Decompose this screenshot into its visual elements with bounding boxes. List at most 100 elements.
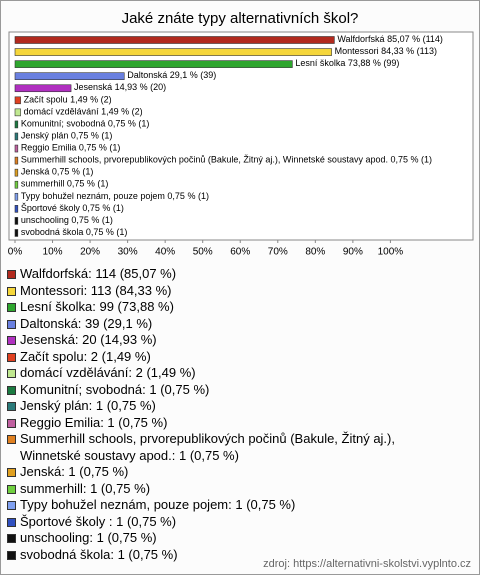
legend-item: Jenský plán: 1 (0,75 %) xyxy=(7,398,427,415)
category-label: svobodná škola xyxy=(21,227,84,237)
legend-label: Summerhill schools, prvorepublikových po… xyxy=(20,431,395,463)
category-label: Montessori xyxy=(335,46,379,56)
bar xyxy=(14,72,125,80)
x-tick-label: 80% xyxy=(305,247,325,258)
legend-item: Jenská: 1 (0,75 %) xyxy=(7,464,427,481)
legend-swatch xyxy=(7,319,16,329)
legend: Walfdorfská: 114 (85,07 %) Montessori: 11… xyxy=(7,266,427,563)
bar-label: Komunitní; svobodná 0,75 % (1) xyxy=(21,119,150,129)
legend-label: Jenská: 1 (0,75 %) xyxy=(20,464,129,479)
legend-swatch xyxy=(7,402,16,411)
legend-swatch xyxy=(7,468,16,477)
bar-label: Montessori 84,33 % (113) xyxy=(335,46,437,56)
legend-label: Walfdorfská: 114 (85,07 %) xyxy=(20,266,177,281)
category-label: Walfdorfská xyxy=(337,34,384,44)
legend-label: Jenský plán: 1 (0,75 %) xyxy=(20,398,156,413)
source: zdroj: https://alternativni-skolstvi.vyp… xyxy=(263,558,471,570)
value-label: 0,75 % (1) xyxy=(391,155,433,165)
legend-label: svobodná škola: 1 (0,75 %) xyxy=(20,546,178,562)
bar-label: domácí vzdělávání 1,49 % (2) xyxy=(24,107,143,117)
x-tick-label: 30% xyxy=(118,247,138,258)
legend-swatch xyxy=(7,270,16,279)
legend-item: Daltonská: 39 (29,1 %) xyxy=(7,316,427,333)
legend-item: svobodná škola: 1 (0,75 %) xyxy=(7,547,427,564)
bar-label: Jenský plán 0,75 % (1) xyxy=(21,131,113,141)
category-label: domácí vzdělávání xyxy=(24,107,100,117)
category-label: Jenský plán xyxy=(21,131,69,141)
legend-swatch xyxy=(7,369,16,378)
bar-label: unschooling 0,75 % (1) xyxy=(21,215,113,225)
category-label: Summerhill schools, prvorepublikových po… xyxy=(21,155,388,165)
legend-swatch xyxy=(7,303,16,312)
legend-item: Walfdorfská: 114 (85,07 %) xyxy=(7,266,427,283)
value-label: 1,49 % (2) xyxy=(101,107,143,117)
legend-item: Summerhill schools, prvorepublikových po… xyxy=(7,431,427,464)
legend-swatch xyxy=(7,550,16,560)
category-label: unschooling xyxy=(21,215,69,225)
bar xyxy=(14,84,72,93)
legend-label: Reggio Emilia: 1 (0,75 %) xyxy=(20,414,168,430)
category-label: Jenská xyxy=(21,167,50,177)
x-tick-label: 70% xyxy=(268,247,288,258)
bar-label: Jenská 0,75 % (1) xyxy=(21,167,94,177)
chart: Jaké znáte typy alternativních škol? 0% 1… xyxy=(8,10,474,258)
bar xyxy=(14,96,21,105)
bar xyxy=(14,48,332,56)
legend-swatch xyxy=(7,352,16,362)
legend-item: Montessori: 113 (84,33 %) xyxy=(7,283,427,300)
legend-item: domácí vzdělávání: 2 (1,49 %) xyxy=(7,365,427,382)
value-label: 85,07 % (114) xyxy=(387,34,443,44)
value-label: 0,75 % (1) xyxy=(67,179,109,189)
legend-item: Typy bohužel neznám, pouze pojem: 1 (0,7… xyxy=(7,497,427,514)
bar-label: Reggio Emilia 0,75 % (1) xyxy=(21,143,121,153)
category-label: Komunitní; svobodná xyxy=(21,119,106,129)
bar xyxy=(14,156,19,165)
legend-label: Typy bohužel neznám, pouze pojem: 1 (0,7… xyxy=(20,497,296,512)
bar-label: Športové školy 0,75 % (1) xyxy=(21,203,124,213)
bar xyxy=(14,60,293,68)
value-label: 0,75 % (1) xyxy=(79,143,121,153)
legend-item: Komunitní; svobodná: 1 (0,75 %) xyxy=(7,382,427,399)
bar-label: Walfdorfská 85,07 % (114) xyxy=(337,34,443,44)
bar xyxy=(14,217,19,225)
x-tick-label: 0% xyxy=(8,247,23,258)
legend-label: summerhill: 1 (0,75 %) xyxy=(20,480,151,496)
value-label: 0,75 % (1) xyxy=(86,227,128,237)
x-tick-label: 60% xyxy=(230,247,250,258)
bar xyxy=(14,168,19,177)
value-label: 0,75 % (1) xyxy=(52,167,94,177)
legend-swatch xyxy=(7,336,16,345)
x-tick-label: 100% xyxy=(378,247,404,258)
legend-label: Montessori: 113 (84,33 %) xyxy=(20,282,172,298)
value-label: 0,75 % (1) xyxy=(82,203,124,213)
value-label: 1,49 % (2) xyxy=(70,95,112,105)
bar-label: svobodná škola 0,75 % (1) xyxy=(21,227,128,237)
legend-item: Športové školy : 1 (0,75 %) xyxy=(7,514,427,531)
legend-item: Reggio Emilia: 1 (0,75 %) xyxy=(7,415,427,432)
x-tick-label: 40% xyxy=(155,247,175,258)
value-label: 0,75 % (1) xyxy=(167,191,209,201)
bar-label: Daltonská 29,1 % (39) xyxy=(127,71,216,81)
legend-swatch xyxy=(7,534,16,543)
bar-label: Summerhill schools, prvorepublikových po… xyxy=(21,155,432,165)
bar xyxy=(14,180,19,189)
category-label: Začít spolu xyxy=(24,95,68,105)
value-label: 29,1 % (39) xyxy=(170,71,217,81)
legend-label: Začít spolu: 2 (1,49 %) xyxy=(20,348,151,364)
legend-label: unschooling: 1 (0,75 %) xyxy=(20,530,157,545)
bar-label: Typy bohužel neznám, pouze pojem 0,75 % … xyxy=(21,191,209,201)
x-tick-label: 10% xyxy=(43,247,63,258)
legend-swatch xyxy=(7,435,16,444)
legend-swatch xyxy=(7,517,16,527)
legend-label: Komunitní; svobodná: 1 (0,75 %) xyxy=(20,381,210,397)
legend-swatch xyxy=(7,418,16,428)
x-tick-label: 20% xyxy=(80,247,100,258)
bar xyxy=(14,120,19,129)
category-label: Reggio Emilia xyxy=(21,143,77,153)
value-label: 0,75 % (1) xyxy=(71,215,113,225)
category-label: Lesní školka xyxy=(295,58,345,68)
chart-title: Jaké znáte typy alternativních škol? xyxy=(122,10,359,27)
bar xyxy=(14,205,19,213)
legend-swatch xyxy=(7,385,16,395)
